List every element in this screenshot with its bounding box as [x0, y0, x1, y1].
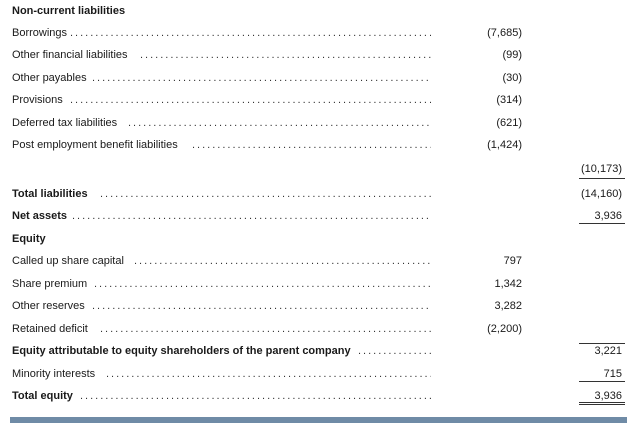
- row-label: Provisions: [12, 94, 63, 106]
- row-label: Deferred tax liabilities: [12, 117, 118, 129]
- share-premium-row: Share premium ..........................…: [0, 276, 631, 292]
- provisions-row: Provisions .............................…: [0, 92, 631, 108]
- row-label: Equity attributable to equity shareholde…: [12, 345, 351, 357]
- row-value: 797: [503, 255, 522, 267]
- double-underline: [579, 399, 625, 405]
- deferred-tax-liabilities-row: Deferred tax liabilities ...............…: [0, 115, 631, 131]
- other-payables-row: Other payables .........................…: [0, 70, 631, 86]
- total-liabilities-row: Total liabilities ......................…: [0, 186, 631, 202]
- row-total: 715: [603, 368, 622, 380]
- row-value: (7,685): [487, 27, 522, 39]
- total-underline: [579, 219, 625, 224]
- row-label: Borrowings: [12, 27, 68, 39]
- row-value: 3,282: [494, 300, 522, 312]
- subtotal-underline: [579, 174, 625, 179]
- row-total: 3,221: [594, 345, 622, 357]
- borrowings-row: Borrowings .............................…: [0, 25, 631, 41]
- leader-dots: ........................................…: [106, 368, 431, 380]
- leader-dots: ........................................…: [100, 188, 431, 200]
- net-assets-row: Net assets .............................…: [0, 208, 631, 224]
- row-value: (1,424): [487, 139, 522, 151]
- leader-dots: ........................................…: [72, 210, 431, 222]
- row-label: Other payables: [12, 72, 87, 84]
- section-heading: Equity: [12, 233, 46, 245]
- row-total: (14,160): [581, 188, 622, 200]
- leader-dots: ........................................…: [192, 139, 431, 151]
- footer-rule-bar: [10, 417, 627, 423]
- leader-dots: ........................................…: [358, 345, 431, 357]
- leader-dots: ........................................…: [92, 300, 431, 312]
- leader-dots: ........................................…: [100, 323, 431, 335]
- row-total: 3,936: [594, 210, 622, 222]
- row-value: (621): [496, 117, 522, 129]
- other-financial-liabilities-row: Other financial liabilities ............…: [0, 47, 631, 63]
- leader-dots: ........................................…: [70, 27, 431, 39]
- minority-interests-row: Minority interests .....................…: [0, 366, 631, 382]
- row-label: Net assets: [12, 210, 68, 222]
- row-label: Total liabilities: [12, 188, 88, 200]
- subtotal-value: (10,173): [581, 163, 622, 175]
- row-label: Share premium: [12, 278, 88, 290]
- leader-dots: ........................................…: [70, 94, 431, 106]
- post-employment-benefit-liabilities-row: Post employment benefit liabilities ....…: [0, 137, 631, 153]
- leader-dots: ........................................…: [134, 255, 431, 267]
- row-label: Called up share capital: [12, 255, 124, 267]
- row-label: Other reserves: [12, 300, 85, 312]
- row-label: Minority interests: [12, 368, 96, 380]
- total-equity-row: Total equity ...........................…: [0, 388, 631, 405]
- subtotal-overline: [579, 339, 625, 344]
- called-up-share-capital-row: Called up share capital ................…: [0, 253, 631, 269]
- noncurrent-liabilities-heading-row: Non-current liabilities: [0, 3, 631, 19]
- row-label: Other financial liabilities: [12, 49, 128, 61]
- leader-dots: ........................................…: [128, 117, 431, 129]
- retained-deficit-row: Retained deficit .......................…: [0, 321, 631, 337]
- row-total: 3,936: [594, 390, 622, 402]
- equity-attributable-row: Equity attributable to equity shareholde…: [0, 343, 631, 359]
- row-value: (99): [502, 49, 522, 61]
- row-label: Retained deficit: [12, 323, 88, 335]
- row-label: Total equity: [12, 390, 73, 402]
- row-value: (314): [496, 94, 522, 106]
- leader-dots: ........................................…: [92, 72, 431, 84]
- leader-dots: ........................................…: [140, 49, 431, 61]
- noncurrent-subtotal-row: (10,173): [0, 161, 631, 179]
- equity-heading-row: Equity: [0, 231, 631, 247]
- row-value: (30): [502, 72, 522, 84]
- leader-dots: ........................................…: [94, 278, 431, 290]
- row-value: (2,200): [487, 323, 522, 335]
- leader-dots: ........................................…: [80, 390, 431, 402]
- total-underline: [579, 377, 625, 382]
- section-heading: Non-current liabilities: [12, 5, 126, 17]
- row-label: Post employment benefit liabilities: [12, 139, 178, 151]
- other-reserves-row: Other reserves .........................…: [0, 298, 631, 314]
- row-value: 1,342: [494, 278, 522, 290]
